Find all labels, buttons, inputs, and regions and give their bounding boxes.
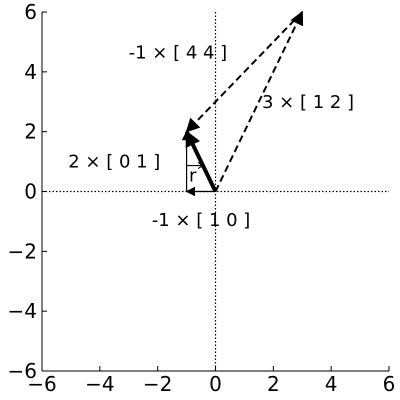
x-tick-label: 6 — [383, 372, 396, 396]
x-tick-label: 4 — [325, 372, 338, 396]
x-tick-label: −6 — [27, 372, 56, 396]
x-tick-label: −2 — [143, 372, 172, 396]
y-tick-label: −6 — [8, 359, 37, 383]
result-vector-label: r — [189, 166, 197, 187]
y-tick-label: 0 — [24, 180, 37, 204]
x-tick-label: 2 — [267, 372, 280, 396]
y-tick-label: −4 — [8, 299, 37, 323]
dashed-vector — [214, 10, 304, 192]
vector-annotation: -1 × [ 1 0 ] — [152, 210, 251, 231]
vector-arrow-accent-head — [197, 162, 205, 170]
vector-annotation: 3 × [ 1 2 ] — [262, 92, 354, 113]
y-tick-label: 2 — [24, 120, 37, 144]
vector-annotation: -1 × [ 4 4 ] — [129, 42, 228, 63]
y-tick-label: −2 — [8, 239, 37, 263]
dashed-vector — [185, 11, 303, 133]
x-tick-label: 0 — [209, 372, 222, 396]
x-tick-label: −4 — [85, 372, 114, 396]
y-tick-label: 4 — [24, 60, 37, 84]
result-vector — [184, 130, 218, 193]
vector-annotation: 2 × [ 0 1 ] — [68, 152, 160, 173]
y-tick-label: 6 — [24, 0, 37, 24]
